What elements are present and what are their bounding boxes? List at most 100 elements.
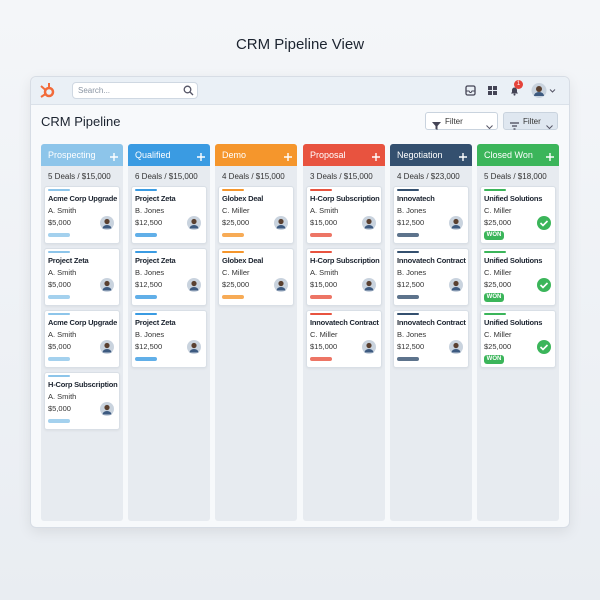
- page-title: CRM Pipeline View: [235, 36, 365, 53]
- deal-title: Unified Solutions: [484, 318, 543, 327]
- deal-amount: $12,500: [135, 280, 163, 289]
- progress-pill: [397, 233, 419, 237]
- column-summary: 4 Deals / $15,000: [222, 172, 285, 181]
- check-icon: [537, 340, 551, 354]
- search-placeholder: Search...: [78, 86, 111, 95]
- add-button[interactable]: [545, 149, 555, 161]
- add-button[interactable]: [109, 149, 119, 161]
- card-accent: [135, 189, 157, 191]
- progress-pill: [397, 295, 419, 299]
- card-accent: [310, 251, 332, 253]
- deal-title: Unified Solutions: [484, 194, 543, 203]
- progress-pill: [222, 295, 244, 299]
- progress-pill: [135, 357, 157, 361]
- deal-card[interactable]: [44, 310, 120, 368]
- card-accent: [484, 313, 506, 315]
- bell-icon[interactable]: [509, 85, 520, 96]
- avatar: [449, 216, 463, 230]
- column-header: [303, 144, 385, 166]
- avatar: [187, 340, 201, 354]
- column-name: Demo: [222, 150, 247, 160]
- deal-owner: B. Jones: [397, 206, 427, 215]
- inbox-icon[interactable]: [465, 85, 476, 96]
- avatar: [274, 216, 288, 230]
- card-accent: [135, 251, 157, 253]
- deal-amount: $12,500: [397, 342, 425, 351]
- deal-title: Project Zeta: [135, 256, 176, 265]
- avatar: [100, 402, 114, 416]
- column-header: [128, 144, 210, 166]
- avatar: [187, 216, 201, 230]
- deal-amount: $12,500: [397, 218, 425, 227]
- deal-amount: $5,000: [48, 404, 71, 413]
- card-accent: [310, 189, 332, 191]
- column-name: Negotiation: [397, 150, 443, 160]
- deal-owner: C. Miller: [222, 206, 250, 215]
- add-button[interactable]: [283, 149, 293, 161]
- card-accent: [397, 251, 419, 253]
- deal-owner: B. Jones: [397, 330, 427, 339]
- column-name: Proposal: [310, 150, 346, 160]
- avatar: [100, 216, 114, 230]
- avatar: [449, 278, 463, 292]
- card-accent: [135, 313, 157, 315]
- chevron: [546, 117, 553, 130]
- deal-title: Globex Deal: [222, 256, 264, 265]
- deal-amount: $25,000: [484, 218, 512, 227]
- add-button[interactable]: [458, 149, 468, 161]
- add-button[interactable]: [196, 149, 206, 161]
- check-icon: [537, 278, 551, 292]
- filter-label: Filter: [445, 117, 463, 126]
- progress-pill: [397, 357, 419, 361]
- card-accent: [48, 189, 70, 191]
- deal-title: Globex Deal: [222, 194, 264, 203]
- deal-owner: A. Smith: [310, 206, 339, 215]
- progress-pill: [310, 233, 332, 237]
- deal-owner: C. Miller: [310, 330, 338, 339]
- avatar: [362, 216, 376, 230]
- card-accent: [48, 375, 70, 377]
- deal-title: H-Corp Subscription: [310, 194, 380, 203]
- column-name: Qualified: [135, 150, 171, 160]
- filter-button[interactable]: [425, 112, 498, 130]
- deal-owner: C. Miller: [484, 330, 512, 339]
- progress-pill: [48, 295, 70, 299]
- deal-title: Innovatech Contract: [397, 318, 466, 327]
- deal-card[interactable]: [393, 248, 469, 306]
- chevron: [486, 117, 493, 130]
- deal-owner: A. Smith: [48, 330, 77, 339]
- progress-pill: [48, 357, 70, 361]
- search-box[interactable]: [72, 82, 198, 99]
- avatar: [100, 340, 114, 354]
- deal-amount: $15,000: [310, 280, 338, 289]
- avatar: [449, 340, 463, 354]
- progress-pill: [48, 233, 70, 237]
- column-summary: 4 Deals / $23,000: [397, 172, 460, 181]
- search-icon[interactable]: [183, 85, 194, 96]
- card-accent: [397, 189, 419, 191]
- apps-icon[interactable]: [487, 85, 498, 96]
- deal-amount: $25,000: [484, 342, 512, 351]
- column-header: [215, 144, 297, 166]
- deal-owner: C. Miller: [484, 206, 512, 215]
- deal-title: Project Zeta: [135, 194, 176, 203]
- status-badge: WON: [484, 293, 504, 302]
- progress-pill: [310, 295, 332, 299]
- column-name: Closed Won: [484, 150, 533, 160]
- progress-pill: [310, 357, 332, 361]
- filter-icon: [510, 117, 519, 130]
- user-avatar[interactable]: [531, 82, 557, 99]
- deal-owner: B. Jones: [397, 268, 427, 277]
- deal-owner: C. Miller: [484, 268, 512, 277]
- deal-amount: $25,000: [484, 280, 512, 289]
- column-summary: 5 Deals / $18,000: [484, 172, 547, 181]
- deal-owner: A. Smith: [48, 392, 77, 401]
- deal-amount: $12,500: [397, 280, 425, 289]
- add-button[interactable]: [371, 149, 381, 161]
- deal-owner: B. Jones: [135, 330, 165, 339]
- deal-card[interactable]: [480, 186, 556, 244]
- deal-amount: $15,000: [310, 218, 338, 227]
- column-summary: 5 Deals / $15,000: [48, 172, 111, 181]
- deal-owner: C. Miller: [222, 268, 250, 277]
